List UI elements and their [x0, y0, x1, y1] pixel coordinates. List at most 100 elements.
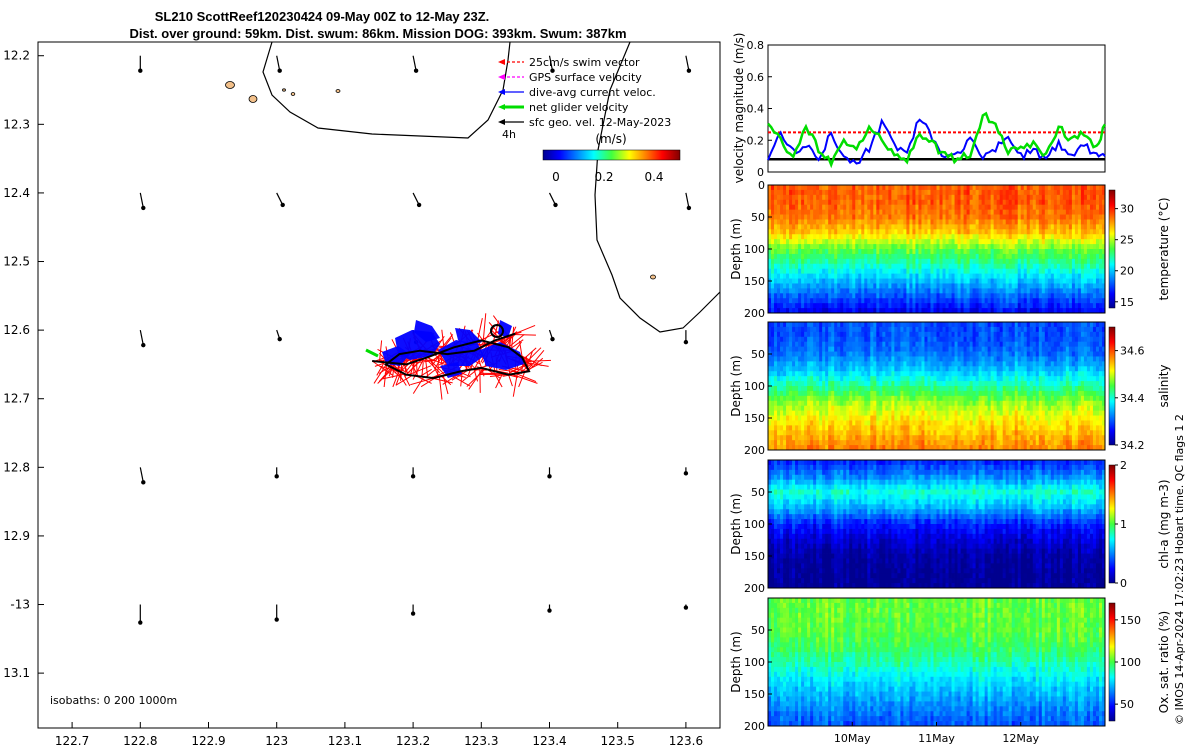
section-cell	[933, 209, 937, 215]
section-cell	[804, 224, 808, 230]
section-cell	[888, 209, 892, 215]
section-cell	[987, 234, 992, 240]
section-cell	[966, 194, 970, 201]
section-cell	[918, 376, 922, 382]
section-cell	[909, 341, 913, 348]
section-cell	[1026, 189, 1031, 196]
section-cell	[894, 244, 898, 250]
section-cell	[813, 366, 817, 372]
section-cell	[783, 400, 787, 407]
section-cell	[861, 298, 865, 304]
section-cell	[1035, 229, 1040, 235]
section-cell	[1065, 239, 1070, 245]
section-cell	[1032, 249, 1037, 255]
section-cell	[939, 415, 943, 421]
sfc-arrow-head	[274, 617, 279, 622]
section-cell	[813, 336, 817, 343]
section-cell	[936, 371, 940, 377]
section-cell	[816, 209, 820, 215]
section-cell	[903, 440, 907, 446]
section-cell	[870, 268, 874, 275]
section-cell	[807, 253, 811, 260]
section-cell	[831, 445, 835, 451]
section-cell	[828, 303, 832, 309]
section-cell	[873, 410, 877, 416]
section-cell	[846, 376, 850, 382]
section-cell	[993, 229, 998, 235]
section-cell	[1020, 308, 1025, 314]
section-cell	[1005, 273, 1010, 279]
section-cell	[894, 298, 898, 304]
section-cell	[852, 420, 856, 426]
section-cell	[1020, 239, 1025, 245]
section-cell	[1053, 214, 1058, 220]
section-cell	[1023, 273, 1028, 279]
section-cell	[804, 390, 808, 397]
section-cell	[855, 400, 859, 407]
section-cell	[792, 303, 796, 309]
section-cell	[867, 199, 871, 206]
section-cell	[885, 390, 889, 397]
section-cell	[927, 273, 931, 279]
section-cell	[804, 249, 808, 255]
section-cell	[969, 249, 974, 255]
section-cell	[1086, 308, 1091, 314]
section-cell	[912, 253, 916, 260]
section-cell	[822, 278, 826, 284]
section-cell	[1002, 268, 1007, 275]
section-cell	[924, 322, 928, 328]
section-cell	[879, 209, 883, 215]
section-cell	[834, 204, 838, 211]
section-cell	[840, 244, 844, 250]
section-cell	[882, 341, 886, 348]
section-cell	[1086, 224, 1091, 230]
section-cell	[858, 249, 862, 255]
section-cell	[882, 258, 886, 265]
section-cell	[804, 229, 808, 235]
section-cell	[870, 229, 874, 235]
section-cell	[789, 326, 793, 333]
section-cell	[942, 390, 946, 397]
section-cell	[954, 239, 958, 245]
section-cell	[906, 371, 910, 377]
section-cell	[834, 366, 838, 372]
section-cell	[804, 376, 808, 382]
section-cell	[858, 440, 862, 446]
section-cell	[981, 278, 986, 284]
section-cell	[870, 283, 874, 289]
section-cell	[780, 263, 784, 270]
section-cell	[1080, 214, 1085, 220]
section-cell	[948, 410, 952, 416]
section-cell	[945, 224, 949, 230]
section-cell	[996, 224, 1001, 230]
section-cell	[864, 351, 868, 357]
section-cell	[834, 386, 838, 392]
section-cell	[900, 445, 904, 451]
section-cell	[822, 430, 826, 436]
section-cell	[873, 341, 877, 348]
section-cell	[882, 326, 886, 333]
section-cell	[930, 249, 934, 255]
section-cell	[1077, 214, 1082, 220]
section-cell	[906, 293, 910, 299]
section-cell	[783, 209, 787, 215]
section-cell	[987, 214, 992, 220]
section-cell	[975, 273, 980, 279]
section-cell	[864, 263, 868, 270]
section-cell	[840, 376, 844, 382]
section-cell	[1044, 239, 1049, 245]
section-cell	[816, 244, 820, 250]
section-cell	[822, 356, 826, 362]
section-cell	[834, 356, 838, 362]
section-cell	[792, 430, 796, 436]
section-cell	[825, 258, 829, 265]
section-cell	[1023, 219, 1028, 225]
section-cell	[951, 199, 955, 206]
section-cell	[873, 415, 877, 421]
section-cell	[825, 308, 829, 314]
section-cell	[768, 273, 772, 279]
section-cell	[810, 244, 814, 250]
section-cell	[1089, 204, 1094, 211]
section-cell	[1050, 288, 1055, 294]
section-cell	[1038, 268, 1043, 275]
